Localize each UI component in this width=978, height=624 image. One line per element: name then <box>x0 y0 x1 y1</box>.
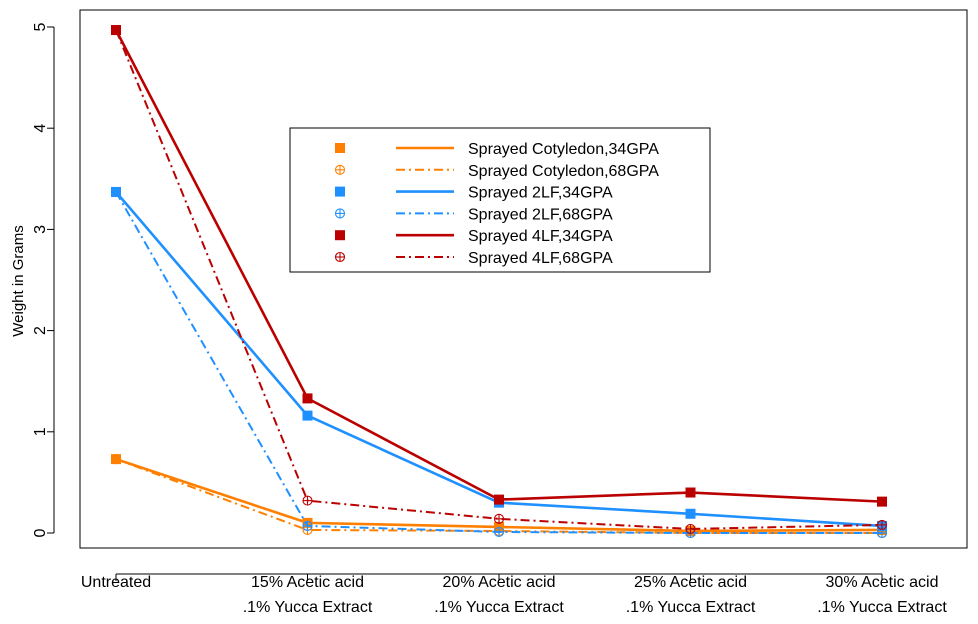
legend-item: Sprayed 4LF,34GPA <box>335 228 613 245</box>
x-axis: Untreated 15% Acetic acid .1% Yucca Extrac… <box>81 573 947 616</box>
legend-marker <box>335 230 345 241</box>
data-point <box>110 454 122 465</box>
x-tick-label: 20% Acetic acid <box>443 574 556 591</box>
data-point <box>685 487 696 498</box>
series-line <box>115 29 883 530</box>
legend-marker <box>335 143 345 153</box>
x-tick-label: 25% Acetic acid <box>634 574 747 591</box>
data-point <box>302 410 313 421</box>
legend: Sprayed Cotyledon,34GPA Sprayed Cotyledon… <box>289 127 711 273</box>
data-point <box>302 495 313 506</box>
y-tick-label: 0 <box>32 528 49 537</box>
series-layer <box>110 24 888 539</box>
data-point <box>876 519 888 530</box>
y-axis: 0 1 2 3 4 5 <box>32 22 55 537</box>
data-point <box>494 494 504 505</box>
data-point <box>877 496 887 507</box>
data-point <box>685 523 696 535</box>
legend-label: Sprayed 4LF,68GPA <box>468 250 613 267</box>
data-point <box>110 24 122 36</box>
legend-marker <box>334 164 346 175</box>
x-tick-label: .1% Yucca Extract <box>434 599 564 616</box>
legend-label: Sprayed 4LF,34GPA <box>468 228 613 245</box>
legend-item: Sprayed Cotyledon,68GPA <box>334 163 659 180</box>
data-point <box>493 513 505 524</box>
data-point <box>685 508 696 519</box>
y-tick-label: 3 <box>32 225 49 234</box>
x-tick-label: Untreated <box>81 574 151 591</box>
data-point <box>110 186 122 198</box>
x-tick-label: 15% Acetic acid <box>251 574 364 591</box>
legend-label: Sprayed Cotyledon,68GPA <box>468 163 659 180</box>
legend-label: Sprayed 2LF,68GPA <box>468 206 613 223</box>
data-point <box>493 526 505 538</box>
y-tick-label: 1 <box>32 427 49 436</box>
legend-marker <box>335 186 345 197</box>
x-tick-label: 30% Acetic acid <box>826 574 939 591</box>
legend-item: Sprayed 2LF,68GPA <box>334 206 613 223</box>
plot-frame <box>79 9 968 549</box>
data-point <box>302 520 313 531</box>
legend-item: Sprayed Cotyledon,34GPA <box>335 141 659 158</box>
legend-item: Sprayed 4LF,68GPA <box>334 250 613 267</box>
x-tick-label: .1% Yucca Extract <box>817 599 947 616</box>
y-axis-title: Weight in Grams <box>10 225 27 336</box>
y-tick-label: 5 <box>32 22 49 31</box>
legend-marker <box>334 251 346 263</box>
y-tick-label: 4 <box>32 124 49 133</box>
x-tick-label: .1% Yucca Extract <box>243 599 373 616</box>
x-tick-label: .1% Yucca Extract <box>626 599 756 616</box>
legend-label: Sprayed Cotyledon,34GPA <box>468 141 659 158</box>
series-6 <box>110 24 888 535</box>
legend-item: Sprayed 2LF,34GPA <box>335 185 613 202</box>
legend-marker <box>334 208 346 219</box>
legend-label: Sprayed 2LF,34GPA <box>468 185 613 202</box>
data-point <box>302 393 313 404</box>
y-tick-label: 2 <box>32 326 49 335</box>
legend-box <box>289 127 711 273</box>
